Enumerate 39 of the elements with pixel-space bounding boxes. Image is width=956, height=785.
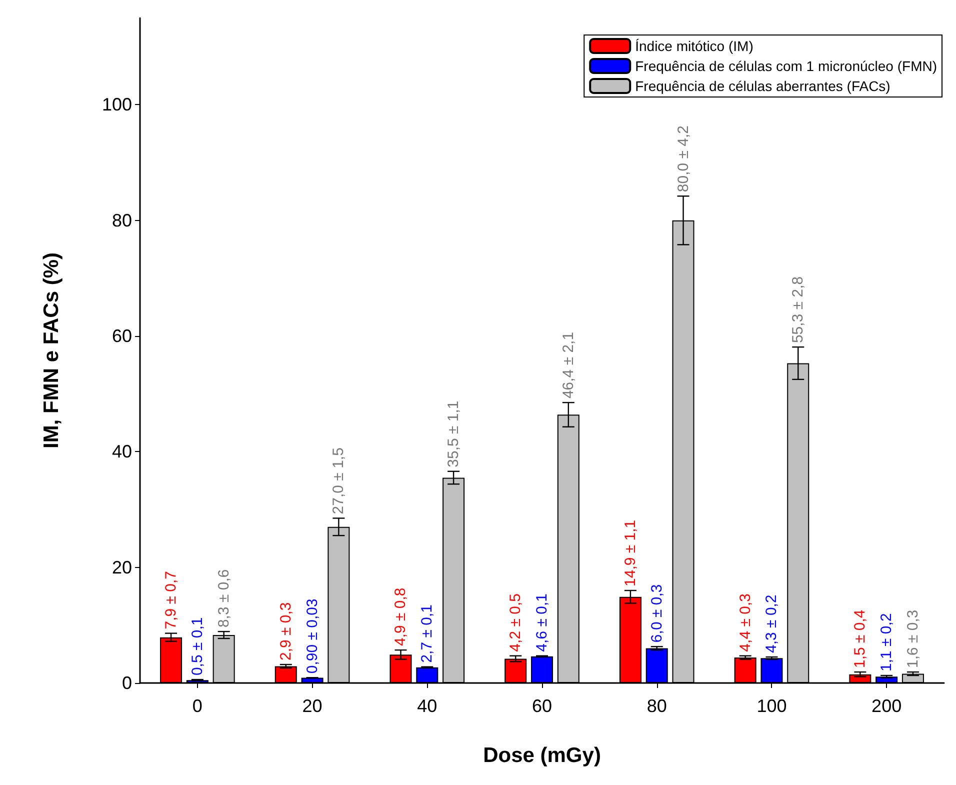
y-tick-label: 20 — [112, 557, 132, 578]
data-label: 4,9 ± 0,8 — [392, 588, 410, 646]
data-label: 35,5 ± 1,1 — [445, 400, 462, 468]
data-label: 4,4 ± 0,3 — [736, 594, 754, 652]
data-label: 2,9 ± 0,3 — [277, 602, 294, 660]
legend-label: Frequência de células aberrantes (FACs) — [635, 78, 890, 94]
x-tick-label: 0 — [192, 696, 202, 716]
data-label: 4,3 ± 0,2 — [763, 594, 780, 653]
data-label: 27,0 ± 1,5 — [330, 448, 348, 514]
x-axis-title: Dose (mGy) — [483, 744, 601, 767]
x-tick-label: 80 — [646, 696, 667, 716]
data-label: 6,0 ± 0,3 — [648, 584, 666, 643]
data-label: 1,5 ± 0,4 — [852, 610, 869, 668]
y-tick-label: 60 — [112, 326, 132, 346]
legend-label: Frequência de células com 1 micronúcleo (FMN) — [635, 58, 937, 74]
data-label: 7,9 ± 0,7 — [162, 570, 180, 630]
y-tick-label: 80 — [112, 210, 132, 230]
data-label: 4,2 ± 0,5 — [507, 594, 524, 652]
data-label: 1,1 ± 0,2 — [878, 613, 896, 672]
data-label: 14,9 ± 1,1 — [622, 520, 639, 586]
data-label: 1,6 ± 0,3 — [904, 610, 922, 668]
x-tick-label: 20 — [302, 696, 322, 716]
y-tick-label: 0 — [122, 673, 132, 693]
data-label: 55,3 ± 2,8 — [790, 276, 807, 344]
data-label: 0,90 ± 0,03 — [304, 598, 321, 674]
x-tick-label: 60 — [532, 696, 552, 716]
x-tick-label: 200 — [872, 696, 902, 716]
x-tick-label: 100 — [756, 696, 787, 716]
y-tick-label: 40 — [112, 442, 132, 462]
legend-label: Índice mitótico (IM) — [635, 38, 754, 54]
data-label: 2,7 ± 0,1 — [418, 604, 436, 663]
data-label: 8,3 ± 0,6 — [215, 569, 232, 628]
data-label: 80,0 ± 4,2 — [674, 125, 692, 192]
data-label: 46,4 ± 2,1 — [560, 332, 577, 399]
data-label: 4,6 ± 0,1 — [534, 594, 550, 652]
y-tick-label: 100 — [102, 94, 132, 115]
data-label: 0,5 ± 0,1 — [188, 617, 206, 676]
y-axis-title: IM, FMN e FACs (%) — [40, 252, 63, 449]
x-tick-label: 40 — [417, 696, 438, 716]
